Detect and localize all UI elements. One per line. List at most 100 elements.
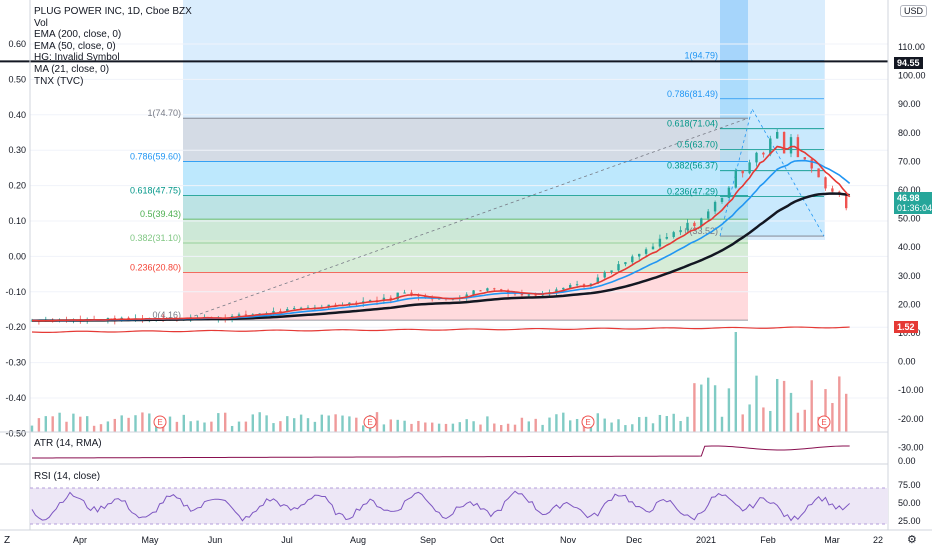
volume-bar xyxy=(99,424,103,432)
atr-pane-title[interactable]: ATR (14, RMA) xyxy=(34,438,102,449)
candle-body xyxy=(748,162,751,174)
fib-level-label: 0.236(20.80) xyxy=(130,262,181,272)
legend-ema50[interactable]: EMA (50, close, 0) xyxy=(34,40,116,52)
volume-bar xyxy=(334,414,337,432)
fib-level-label: 0.618(47.75) xyxy=(130,185,181,195)
current-price-tag: 46.98 01:36:04 xyxy=(894,192,932,214)
candle-body xyxy=(382,297,386,301)
volume-bar xyxy=(134,415,137,432)
fib-zone xyxy=(183,195,748,220)
currency-label[interactable]: USD xyxy=(900,5,928,17)
candle-body xyxy=(582,284,586,287)
left-axis-label: -0.50 xyxy=(5,428,26,438)
volume-bar xyxy=(86,416,89,432)
earnings-marker-label: E xyxy=(821,418,826,427)
legend-vol[interactable]: Vol xyxy=(34,17,48,29)
volume-bar xyxy=(589,423,593,432)
volume-bar xyxy=(782,380,786,432)
settings-gear-icon[interactable]: ⚙ xyxy=(907,534,917,546)
volume-bar xyxy=(741,414,744,432)
left-axis-label: -0.30 xyxy=(5,358,26,368)
volume-bar xyxy=(693,383,696,432)
left-axis-label: 0.60 xyxy=(8,39,26,49)
volume-bar xyxy=(548,417,551,432)
timezone-icon[interactable]: Z xyxy=(4,535,11,546)
volume-bar xyxy=(838,376,841,432)
volume-bar xyxy=(272,423,275,432)
right-axis-label: 100.00 xyxy=(898,71,926,81)
volume-bar xyxy=(762,407,765,432)
candle-body xyxy=(520,293,524,296)
volume-bar xyxy=(831,403,834,432)
candle-body xyxy=(500,289,503,291)
volume-bar xyxy=(575,418,579,432)
candle-body xyxy=(638,253,641,257)
volume-bar xyxy=(431,422,434,432)
volume-bar xyxy=(617,419,620,432)
candle-body xyxy=(472,290,475,295)
volume-bar xyxy=(500,425,503,432)
candle-body xyxy=(327,304,330,307)
right-axis-label: -10.00 xyxy=(898,385,924,395)
volume-bar xyxy=(299,414,303,432)
volume-bar xyxy=(148,413,151,432)
volume-bar xyxy=(707,377,710,432)
legend-ema200[interactable]: EMA (200, close, 0) xyxy=(34,29,122,41)
left-axis-label: 0.20 xyxy=(8,181,26,191)
left-axis-label: 0.50 xyxy=(8,74,26,84)
legend-ma21[interactable]: MA (21, close, 0) xyxy=(34,63,110,75)
volume-bar xyxy=(624,425,627,432)
candle-body xyxy=(479,290,482,292)
time-axis-label: Mar xyxy=(824,535,840,545)
candle-body xyxy=(734,170,737,188)
legend-tnx[interactable]: TNX (TVC) xyxy=(34,75,84,87)
fib-level-label: 1(94.79) xyxy=(684,51,718,61)
volume-bar xyxy=(776,378,779,432)
volume-bar xyxy=(375,412,379,432)
candle-body xyxy=(720,197,724,202)
volume-bar xyxy=(479,424,482,432)
earnings-marker-icon xyxy=(817,415,831,429)
candle-body xyxy=(534,294,537,296)
fib-level-label: 0.5(63.70) xyxy=(677,140,718,150)
candle-body xyxy=(776,131,779,139)
volume-bar xyxy=(237,421,241,432)
volume-bar xyxy=(389,419,392,432)
indicator-lines xyxy=(0,60,888,334)
legend-symbol[interactable]: PLUG POWER INC, 1D, Cboe BZX xyxy=(34,6,192,17)
rsi-pane-title[interactable]: RSI (14, close) xyxy=(34,471,101,482)
volume-bar xyxy=(506,423,510,432)
volume-bar xyxy=(403,420,406,432)
fib-trendline xyxy=(719,107,825,237)
volume-bar xyxy=(727,388,731,432)
left-axis-label: -0.40 xyxy=(5,393,26,403)
time-axis-label: 2021 xyxy=(696,535,716,545)
fib-level-label: 0(4.16) xyxy=(152,310,181,320)
candle-body xyxy=(486,288,489,291)
fib-level-label: 0.382(56.37) xyxy=(667,161,718,171)
volume-bar xyxy=(644,416,648,432)
time-axis-label: Feb xyxy=(760,535,776,545)
candle-body xyxy=(493,288,496,290)
volume-bar xyxy=(155,422,158,432)
earnings-marker-label: E xyxy=(585,418,590,427)
volume-bar xyxy=(631,424,634,432)
fib-level-label: 0.786(81.49) xyxy=(667,89,718,99)
fib-level-label: 1(74.70) xyxy=(147,108,181,118)
left-axis-label: 0.40 xyxy=(8,110,26,120)
chart-legend: PLUG POWER INC, 1D, Cboe BZX Vol EMA (20… xyxy=(34,6,192,87)
candle-body xyxy=(658,238,662,247)
candle-body xyxy=(755,152,758,163)
rsi-axis-label: 50.00 xyxy=(898,498,921,508)
atr-line xyxy=(31,445,850,459)
candle-body xyxy=(651,246,655,250)
volume-bar xyxy=(44,416,47,432)
volume-bar xyxy=(513,424,517,432)
fib-level-label: 0.382(31.10) xyxy=(130,233,181,243)
volume-bar xyxy=(672,413,675,432)
fib-trendline xyxy=(182,117,749,321)
volume-bar xyxy=(293,418,296,432)
fib-retracements[interactable]: 1(74.70) 0.786(59.60) 0.618(47.75) 0.5(39.4… xyxy=(130,51,825,321)
legend-hg[interactable]: HG: Invalid Symbol xyxy=(34,52,120,64)
